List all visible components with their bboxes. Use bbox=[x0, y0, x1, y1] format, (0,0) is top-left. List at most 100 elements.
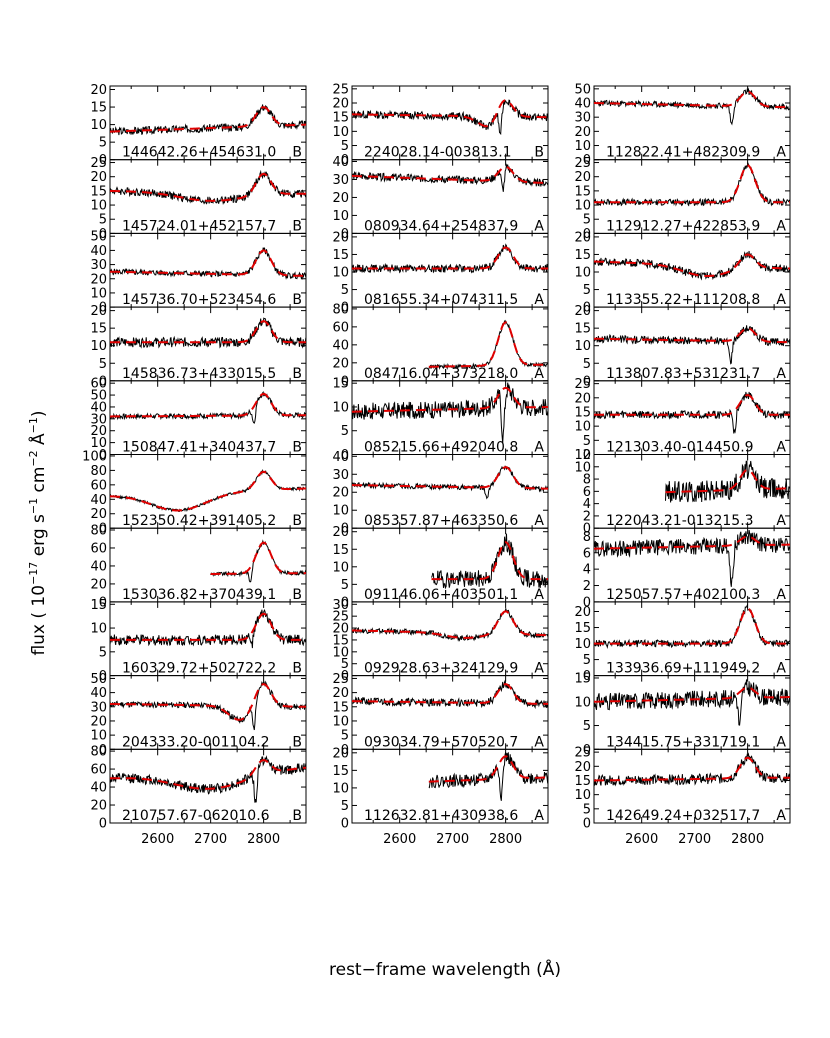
y-tick-label: 10 bbox=[574, 637, 591, 652]
object-class: B bbox=[292, 145, 302, 161]
y-tick-label: 15 bbox=[90, 101, 107, 116]
y-tick-label: 20 bbox=[90, 507, 107, 522]
y-tick-label: 20 bbox=[574, 760, 591, 775]
observed-spectrum bbox=[109, 390, 307, 424]
object-name: 145724.01+452157.7 bbox=[122, 218, 276, 234]
y-tick-label: 30 bbox=[332, 468, 349, 483]
model-fit bbox=[110, 249, 306, 277]
y-tick-label: 10 bbox=[574, 788, 591, 803]
y-tick-label: 20 bbox=[90, 714, 107, 729]
object-name: 112822.41+482309.9 bbox=[606, 145, 760, 161]
y-tick-label: 5 bbox=[99, 645, 107, 660]
model-fit bbox=[109, 172, 306, 202]
y-tick-label: 40 bbox=[90, 493, 107, 508]
object-name: 080934.64+254837.9 bbox=[364, 218, 518, 234]
spectrum-panel: 024 68 125057.57+402100.3 A bbox=[583, 527, 791, 610]
object-class: B bbox=[292, 440, 302, 456]
y-tick-label: 0 bbox=[341, 817, 349, 832]
object-name: 122043.21-013215.3 bbox=[606, 513, 754, 529]
object-class: A bbox=[534, 366, 544, 382]
observed-spectrum bbox=[593, 161, 791, 207]
observed-spectrum bbox=[593, 530, 791, 587]
model-fit bbox=[351, 610, 548, 639]
object-name: 125057.57+402100.3 bbox=[606, 587, 760, 603]
y-tick-label: 2 bbox=[583, 579, 591, 594]
model-fit bbox=[594, 327, 790, 344]
object-name: 142649.24+032517.7 bbox=[606, 808, 760, 824]
x-tick-label: 2700 bbox=[436, 832, 469, 847]
object-name: 113355.22+111208.8 bbox=[606, 292, 760, 308]
y-tick-label: 5 bbox=[583, 719, 591, 734]
y-tick-label: 20 bbox=[574, 605, 591, 620]
y-tick-label: 15 bbox=[332, 111, 349, 126]
y-tick-label: 20 bbox=[332, 230, 349, 245]
object-name: 121303.40-014450.9 bbox=[606, 440, 754, 456]
y-tick-label: 15 bbox=[574, 184, 591, 199]
y-tick-label: 20 bbox=[574, 125, 591, 140]
y-tick-label: 0 bbox=[99, 153, 107, 168]
spectrum-panel: 0 5 10 15 20 145836.73+433015.5 B bbox=[90, 304, 307, 389]
y-tick-label: 40 bbox=[332, 338, 349, 353]
object-class: B bbox=[292, 292, 302, 308]
y-tick-label: 0 bbox=[341, 595, 349, 610]
spectrum-panel: 0 5 10 15 134415.75+331719.1 A bbox=[574, 671, 791, 758]
y-tick-label: 0 bbox=[341, 669, 349, 684]
object-name: 085357.87+463350.6 bbox=[364, 513, 518, 529]
observed-spectrum bbox=[109, 608, 307, 649]
observed-spectrum bbox=[593, 325, 791, 365]
y-tick-label: 15 bbox=[90, 184, 107, 199]
observed-spectrum bbox=[428, 319, 549, 370]
y-tick-label: 30 bbox=[332, 173, 349, 188]
y-tick-label: 15 bbox=[332, 543, 349, 558]
y-tick-label: 40 bbox=[90, 400, 107, 415]
observed-spectrum bbox=[593, 679, 791, 726]
y-tick-label: 20 bbox=[332, 97, 349, 112]
model-fit bbox=[352, 246, 548, 270]
x-tick-label: 2800 bbox=[731, 832, 764, 847]
y-tick-label: 0 bbox=[583, 227, 591, 242]
object-class: B bbox=[292, 587, 302, 603]
model-fit bbox=[665, 468, 790, 494]
y-tick-label: 10 bbox=[90, 286, 107, 301]
y-tick-label: 5 bbox=[99, 357, 107, 372]
object-name: 144642.26+454631.0 bbox=[122, 145, 276, 161]
y-tick-label: 10 bbox=[332, 400, 349, 415]
y-tick-label: 20 bbox=[90, 577, 107, 592]
object-class: A bbox=[776, 440, 786, 456]
object-class: B bbox=[292, 366, 302, 382]
y-tick-label: 0 bbox=[341, 153, 349, 168]
y-tick-label: 15 bbox=[574, 671, 591, 686]
y-tick-label: 25 bbox=[574, 377, 591, 392]
y-tick-label: 10 bbox=[574, 139, 591, 154]
y-tick-label: 5 bbox=[99, 213, 107, 228]
object-class: B bbox=[292, 513, 302, 529]
observed-spectrum bbox=[665, 460, 790, 503]
y-tick-label: 30 bbox=[90, 412, 107, 427]
y-tick-label: 0 bbox=[341, 227, 349, 242]
model-fit bbox=[110, 106, 306, 133]
model-fit bbox=[352, 466, 549, 490]
y-tick-label: 60 bbox=[90, 541, 107, 556]
object-name: 092928.63+324129.9 bbox=[364, 661, 518, 677]
y-tick-label: 50 bbox=[90, 389, 107, 404]
object-class: B bbox=[292, 808, 302, 824]
y-tick-label: 25 bbox=[332, 672, 349, 687]
object-class: A bbox=[534, 513, 544, 529]
object-name: 150847.41+340437.7 bbox=[122, 440, 276, 456]
object-name: 204333.20-001104.2 bbox=[122, 734, 270, 750]
object-class: B bbox=[292, 734, 302, 750]
model-fit bbox=[110, 612, 306, 641]
y-tick-label: 100 bbox=[82, 449, 107, 464]
y-tick-label: 25 bbox=[574, 746, 591, 761]
object-name: 085215.66+492040.8 bbox=[364, 440, 518, 456]
model-fit bbox=[428, 755, 548, 783]
y-tick-label: 15 bbox=[332, 377, 349, 392]
y-tick-label: 10 bbox=[90, 339, 107, 354]
observed-spectrum bbox=[109, 104, 307, 136]
